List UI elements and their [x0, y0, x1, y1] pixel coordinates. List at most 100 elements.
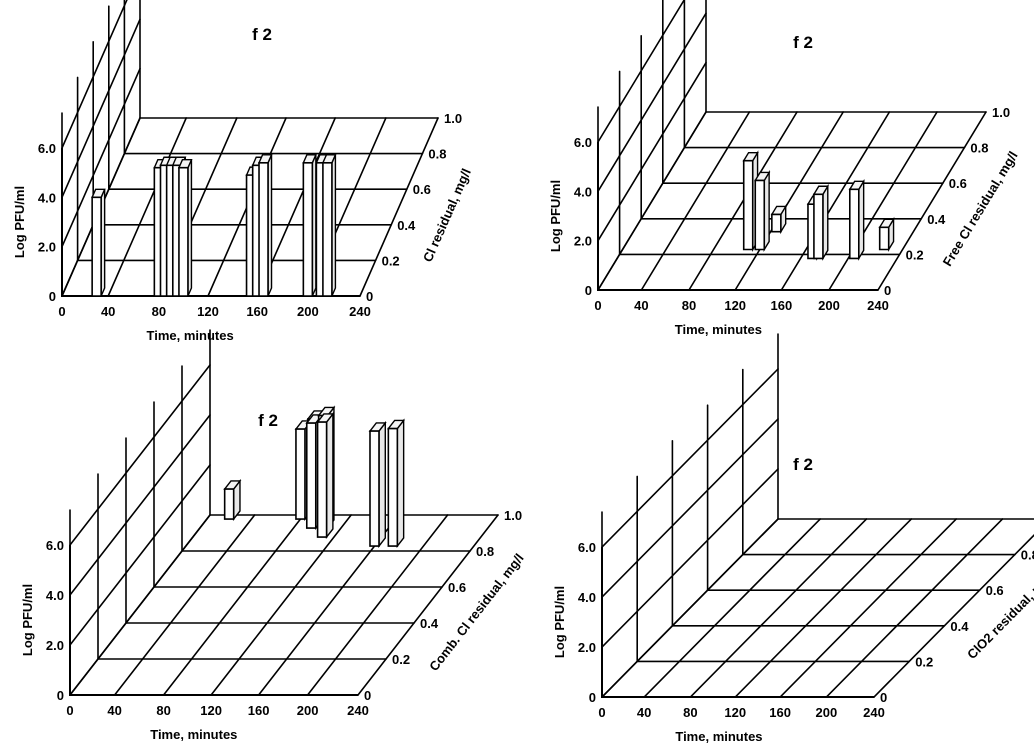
- x-tick-label: 160: [769, 705, 791, 720]
- z-axis-title: Free Cl residual, mg/l: [940, 149, 1021, 269]
- y-tick-label: 0: [49, 289, 56, 304]
- z-tick-label: 0.2: [915, 654, 933, 669]
- z-tick-label: 0.6: [986, 583, 1004, 598]
- x-tick-label: 120: [724, 705, 746, 720]
- wall-gridline-horizontal: [597, 12, 707, 193]
- chart-title: f 2: [793, 455, 813, 474]
- wall-gridline-horizontal: [61, 0, 128, 149]
- bar-side-face: [325, 411, 334, 540]
- chart-title: f 2: [793, 33, 813, 52]
- chart-panel-3: 02.04.06.00 40 80 120 160 200 24000.20.40.60.8…: [20, 329, 527, 742]
- z-tick-label: 0.4: [397, 218, 416, 233]
- y-tick-label: 2.0: [574, 234, 592, 249]
- chart-panel-1: 02.04.06.00 40 80 120 160 200 24000.20.40.60.8…: [12, 0, 474, 343]
- bar-225-min: [878, 216, 895, 253]
- y-tick-label: 4.0: [578, 590, 596, 605]
- wall-gridline-horizontal: [597, 61, 707, 242]
- floor-gridline-residual: [873, 534, 1034, 698]
- floor-gridline-residual: [828, 111, 938, 291]
- floor-gridline-residual: [643, 518, 821, 698]
- chart-title: f 2: [258, 411, 278, 430]
- bar-160-min: [368, 420, 387, 549]
- y-axis-title: Log PFU/ml: [552, 586, 567, 658]
- x-tick-label: 80: [156, 703, 170, 718]
- bar-front-face: [305, 422, 317, 529]
- bar-front-face: [178, 166, 189, 297]
- y-tick-label: 2.0: [578, 640, 596, 655]
- x-tick-label: 240: [867, 298, 889, 313]
- x-tick-label: 240: [863, 705, 885, 720]
- z-tick-label: 0.8: [1021, 548, 1034, 563]
- z-axis-title: Comb. Cl residual, mg/l: [426, 551, 527, 674]
- y-tick-label: 2.0: [38, 240, 56, 255]
- floor-gridline-residual: [162, 514, 305, 696]
- wall-gridline-horizontal: [601, 468, 779, 648]
- floor-grid: [69, 514, 499, 696]
- floor-gridline-residual: [597, 111, 707, 291]
- y-tick-label: 6.0: [574, 135, 592, 150]
- x-tick-label: 160: [246, 304, 268, 319]
- floor-gridline-residual: [689, 518, 868, 698]
- floor-gridline-residual: [779, 518, 957, 698]
- z-tick-label: 0.6: [949, 176, 967, 191]
- floor-gridline-residual: [601, 518, 779, 698]
- y-axis-title: Log PFU/ml: [20, 584, 35, 656]
- y-tick-label: 2.0: [46, 638, 64, 653]
- floor-gridline-residual: [640, 111, 751, 291]
- bar-front-face: [295, 428, 306, 520]
- floor-gridline-residual: [69, 514, 211, 696]
- z-tick-label: 1.0: [504, 508, 522, 523]
- z-tick-label: 0: [884, 283, 891, 298]
- bar-side-face: [396, 418, 405, 549]
- floor-gridline-residual: [734, 111, 845, 291]
- wall-gridline-horizontal: [61, 67, 141, 248]
- z-tick-label: 0: [364, 688, 371, 703]
- axis-frame: [597, 142, 878, 291]
- x-tick-label: 0: [598, 705, 605, 720]
- z-tick-label: 0.6: [448, 580, 466, 595]
- z-tick-label: 0.4: [420, 616, 439, 631]
- y-tick-label: 4.0: [574, 184, 592, 199]
- z-tick-label: 0: [366, 289, 373, 304]
- x-tick-label: 40: [107, 703, 121, 718]
- floor-gridline-residual: [359, 117, 439, 297]
- z-tick-label: 0.4: [950, 619, 969, 634]
- x-tick-label: 160: [248, 703, 270, 718]
- wall-gridline-horizontal: [69, 464, 211, 646]
- bar-120-min: [754, 169, 771, 253]
- back-wall-grid: [61, 0, 141, 297]
- x-tick-label: 40: [634, 298, 648, 313]
- bar-side-face: [378, 420, 386, 549]
- bar-215-min: [321, 154, 337, 297]
- floor-grid: [597, 111, 987, 291]
- bar-front-face: [848, 188, 860, 260]
- bar-front-face: [754, 179, 766, 251]
- y-tick-label: 6.0: [578, 540, 596, 555]
- bar-205-min: [848, 178, 865, 261]
- bar-front-face: [878, 226, 890, 251]
- floor-gridline-residual: [825, 518, 1004, 698]
- y-tick-label: 0: [589, 690, 596, 705]
- back-wall-grid: [601, 333, 779, 698]
- x-tick-label: 0: [58, 304, 65, 319]
- z-tick-label: 0: [880, 690, 887, 705]
- bar-series: [742, 150, 895, 261]
- z-tick-label: 0.2: [906, 247, 924, 262]
- bar-front-face: [258, 162, 269, 297]
- x-axis-title: Time, minutes: [675, 729, 762, 744]
- chart-title: f 2: [252, 25, 272, 44]
- y-axis-title: Log PFU/ml: [548, 180, 563, 252]
- axis-frame: [601, 547, 874, 698]
- bar-20-min: [223, 478, 242, 522]
- x-tick-label: 80: [682, 298, 696, 313]
- z-tick-label: 0.6: [413, 182, 431, 197]
- y-tick-label: 4.0: [46, 588, 64, 603]
- x-tick-label: 120: [200, 703, 222, 718]
- x-tick-label: 0: [594, 298, 601, 313]
- z-tick-label: 0.2: [392, 652, 410, 667]
- z-tick-label: 0.8: [428, 147, 446, 162]
- bar-front-face: [302, 162, 314, 297]
- y-tick-label: 0: [57, 688, 64, 703]
- x-tick-label: 40: [637, 705, 651, 720]
